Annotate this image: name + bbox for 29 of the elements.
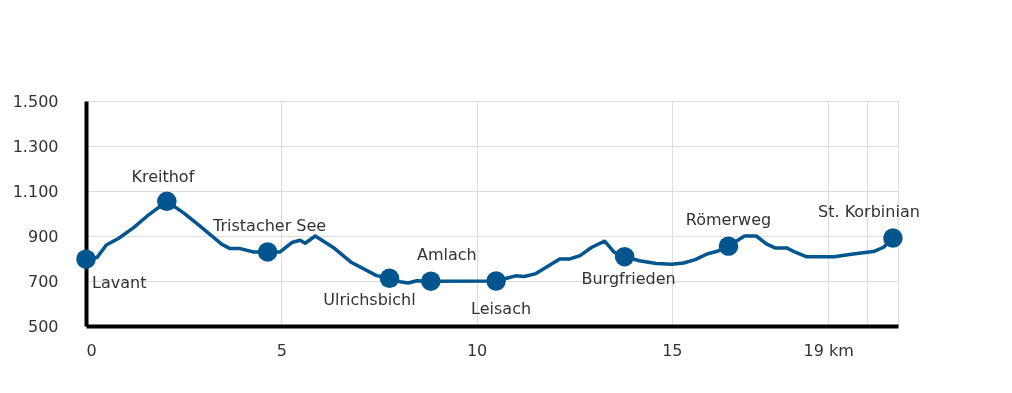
annotation: Tristacher See	[212, 215, 327, 235]
point	[379, 268, 400, 289]
annotation: Leisach	[471, 299, 532, 318]
annotation: Amlach	[417, 245, 477, 265]
point	[614, 246, 635, 267]
annotation: Ulrichsbichl	[323, 290, 416, 310]
point	[421, 271, 441, 291]
y-tick-label: 900	[27, 226, 59, 246]
annotation: Römerweg	[685, 210, 772, 230]
y-tick-label: 1.100	[12, 181, 59, 201]
x-tick-label: 10	[466, 340, 488, 360]
annotation: St. Korbinian	[818, 202, 920, 222]
point	[157, 191, 177, 212]
point	[76, 249, 96, 269]
x-tick-label: 0	[86, 340, 97, 360]
x-tick-label: 5	[276, 340, 287, 360]
point	[718, 236, 739, 256]
x-tick-label: 19 km	[803, 340, 854, 360]
annotation: Kreithof	[131, 167, 195, 187]
y-tick-label: 1.300	[12, 136, 59, 156]
y-tick-label: 500	[27, 316, 59, 336]
point	[883, 228, 903, 248]
x-tick-label: 15	[662, 340, 683, 360]
point	[486, 271, 506, 291]
point	[257, 242, 278, 262]
annotation: Lavant	[92, 273, 147, 293]
y-tick-label: 1.500	[12, 91, 59, 111]
y-tick-label: 700	[27, 271, 59, 291]
annotation: Burgfrieden	[581, 268, 676, 288]
